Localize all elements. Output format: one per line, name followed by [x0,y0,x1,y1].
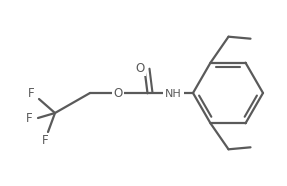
Text: F: F [28,86,34,100]
Text: O: O [113,86,123,100]
Text: O: O [135,62,145,75]
Text: F: F [42,134,48,147]
Text: O: O [135,62,145,75]
Text: O: O [113,86,123,100]
Text: NH: NH [165,89,182,99]
Text: F: F [42,134,48,147]
Text: F: F [26,111,32,124]
Text: F: F [26,111,32,124]
Text: NH: NH [165,89,182,99]
Text: F: F [28,86,34,100]
